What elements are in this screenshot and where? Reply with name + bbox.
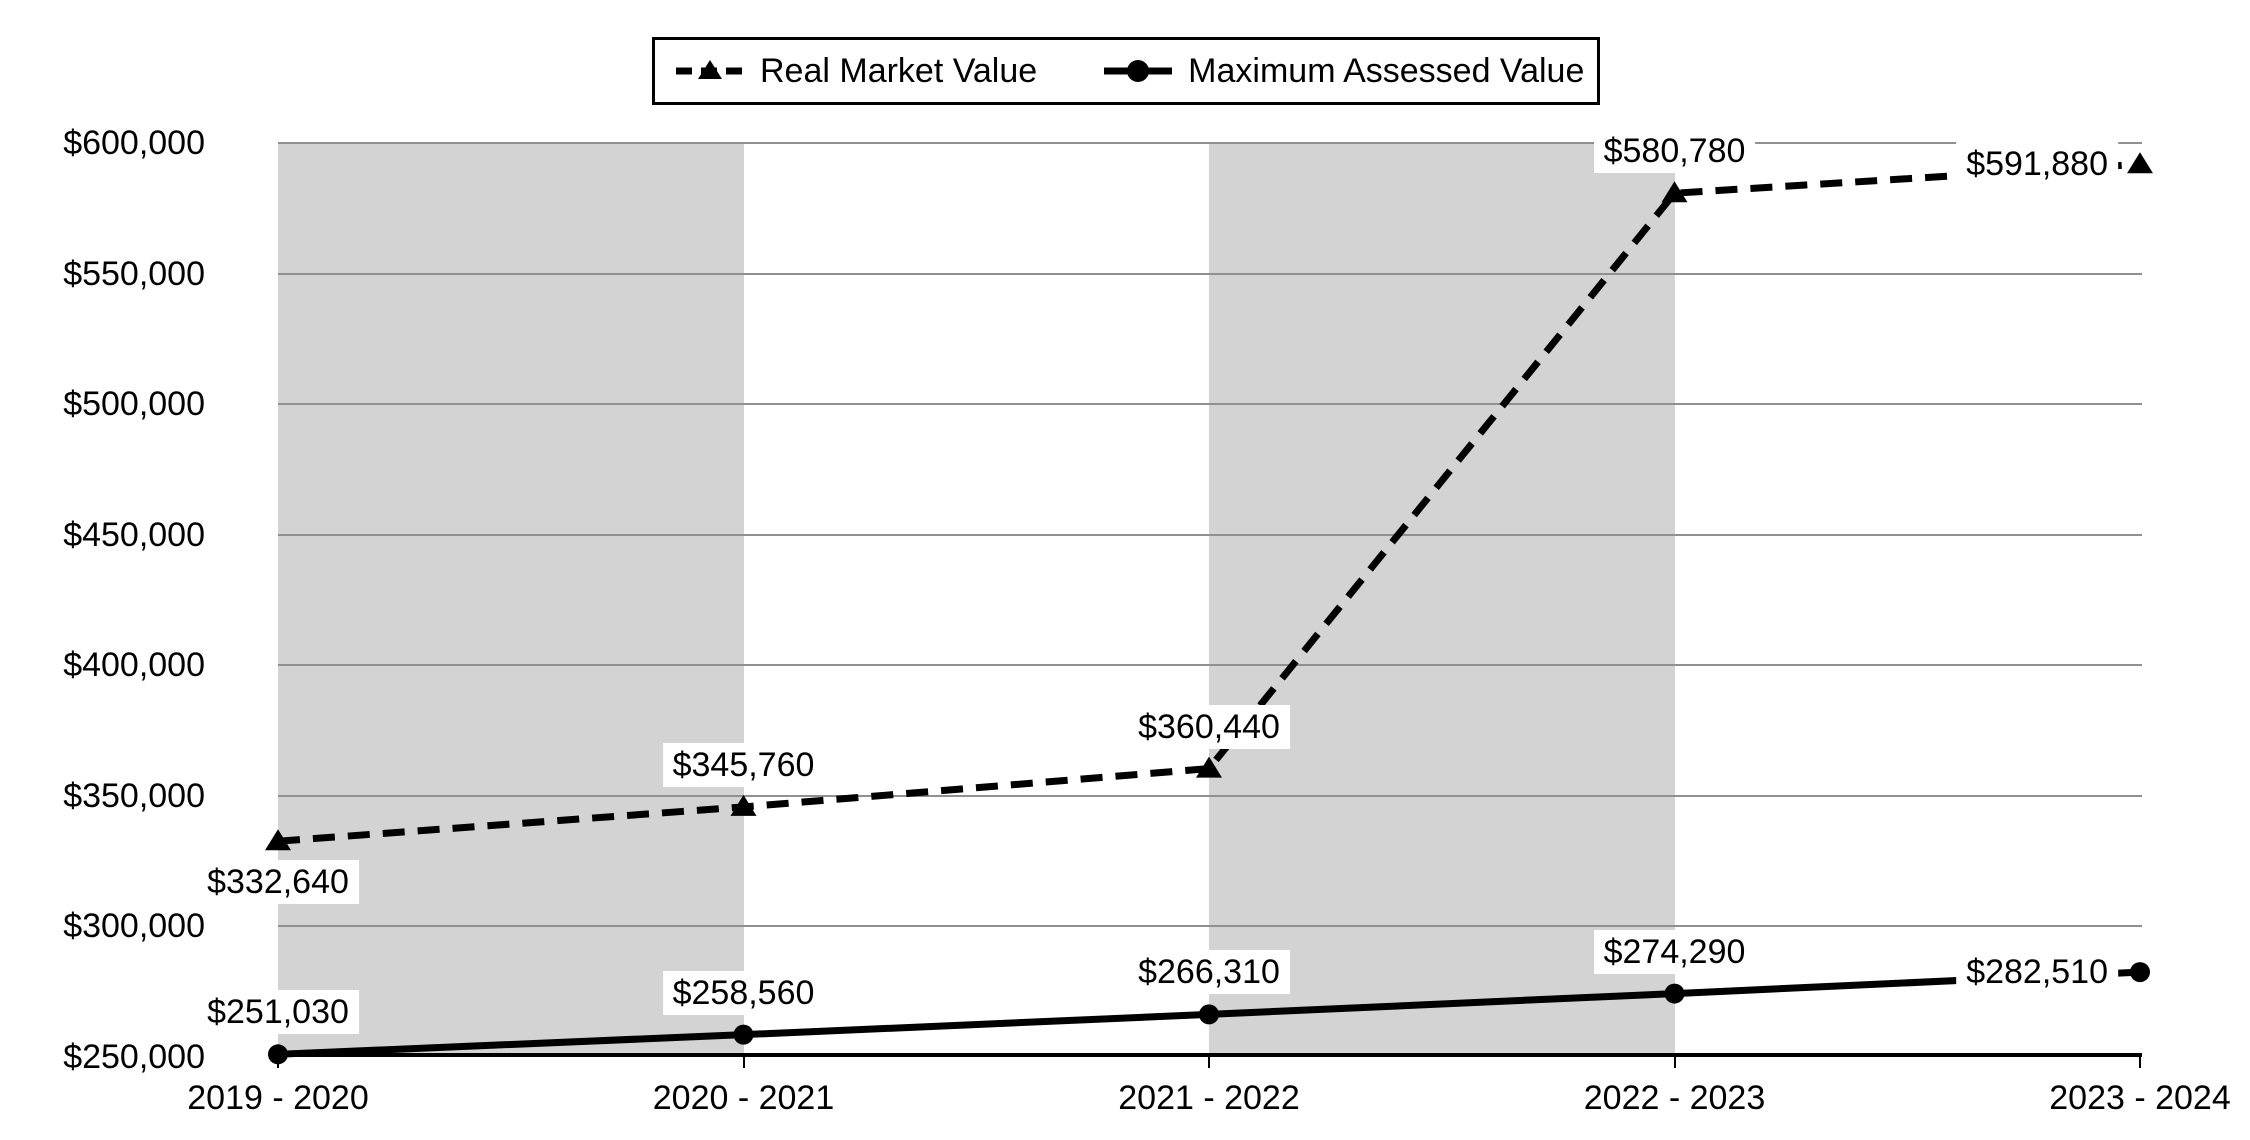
x-tick-label: 2022 - 2023 [1583,1079,1766,1117]
x-tick-label: 2020 - 2021 [652,1079,835,1117]
triangle-data-marker [1661,181,1688,203]
legend-label: Real Market Value [760,52,1038,90]
column-shading-band [1209,143,1675,1055]
gridline [278,142,2142,144]
legend-label: Maximum Assessed Value [1188,52,1585,90]
data-point-label: $266,310 [1128,950,1290,995]
series-line-dashed [277,160,2141,845]
y-tick-label: $350,000 [63,776,205,815]
gridline [278,794,2142,797]
circle-data-marker [733,1024,754,1045]
data-point-label: $580,780 [1593,129,1756,174]
circle-data-marker [1664,983,1685,1004]
data-point-label: $591,880 [1956,142,2118,187]
y-tick-label: $300,000 [63,907,205,946]
x-tick-label: 2021 - 2022 [1118,1079,1300,1117]
x-tick-label: 2019 - 2020 [187,1079,369,1117]
triangle-data-marker [730,794,757,816]
gridline [278,925,2142,928]
gridline [278,403,2142,406]
gridline [278,664,2142,667]
data-point-label: $345,760 [662,742,825,787]
x-tick-label: 2023 - 2024 [2049,1079,2231,1117]
x-tick-mark [742,1057,745,1068]
x-axis-line [278,1053,2142,1057]
data-point-label: $258,560 [662,970,825,1015]
x-tick-mark [2139,1057,2141,1068]
y-tick-label: $400,000 [63,646,205,685]
gridline [278,272,2142,275]
y-tick-label: $450,000 [63,515,205,554]
x-tick-mark [1673,1057,1676,1068]
legend: Real Market Value Maximum Assessed Value [652,37,1600,105]
x-tick-mark [277,1057,279,1068]
triangle-data-marker [265,829,291,851]
x-tick-mark [1208,1057,1210,1068]
dashed-line-triangle-marker-icon [676,60,744,79]
y-tick-label: $500,000 [63,385,205,424]
y-tick-label: $550,000 [63,254,205,293]
triangle-data-marker [1196,756,1222,778]
data-point-label: $274,290 [1593,929,1756,974]
gridline [278,533,2142,536]
y-tick-label: $250,000 [63,1038,205,1076]
data-point-label: $251,030 [197,990,359,1035]
legend-item-real-market-value: Real Market Value [675,54,1037,88]
data-point-label: $332,640 [197,860,359,905]
y-tick-label: $600,000 [63,124,205,162]
legend-item-maximum-assessed-value: Maximum Assessed Value [1103,54,1584,88]
circle-data-marker [2130,962,2150,983]
data-point-label: $360,440 [1128,704,1290,749]
circle-data-marker [1199,1004,1219,1025]
triangle-data-marker [2127,152,2153,174]
data-point-label: $282,510 [1956,950,2118,995]
solid-line-circle-marker-icon [1104,60,1173,82]
